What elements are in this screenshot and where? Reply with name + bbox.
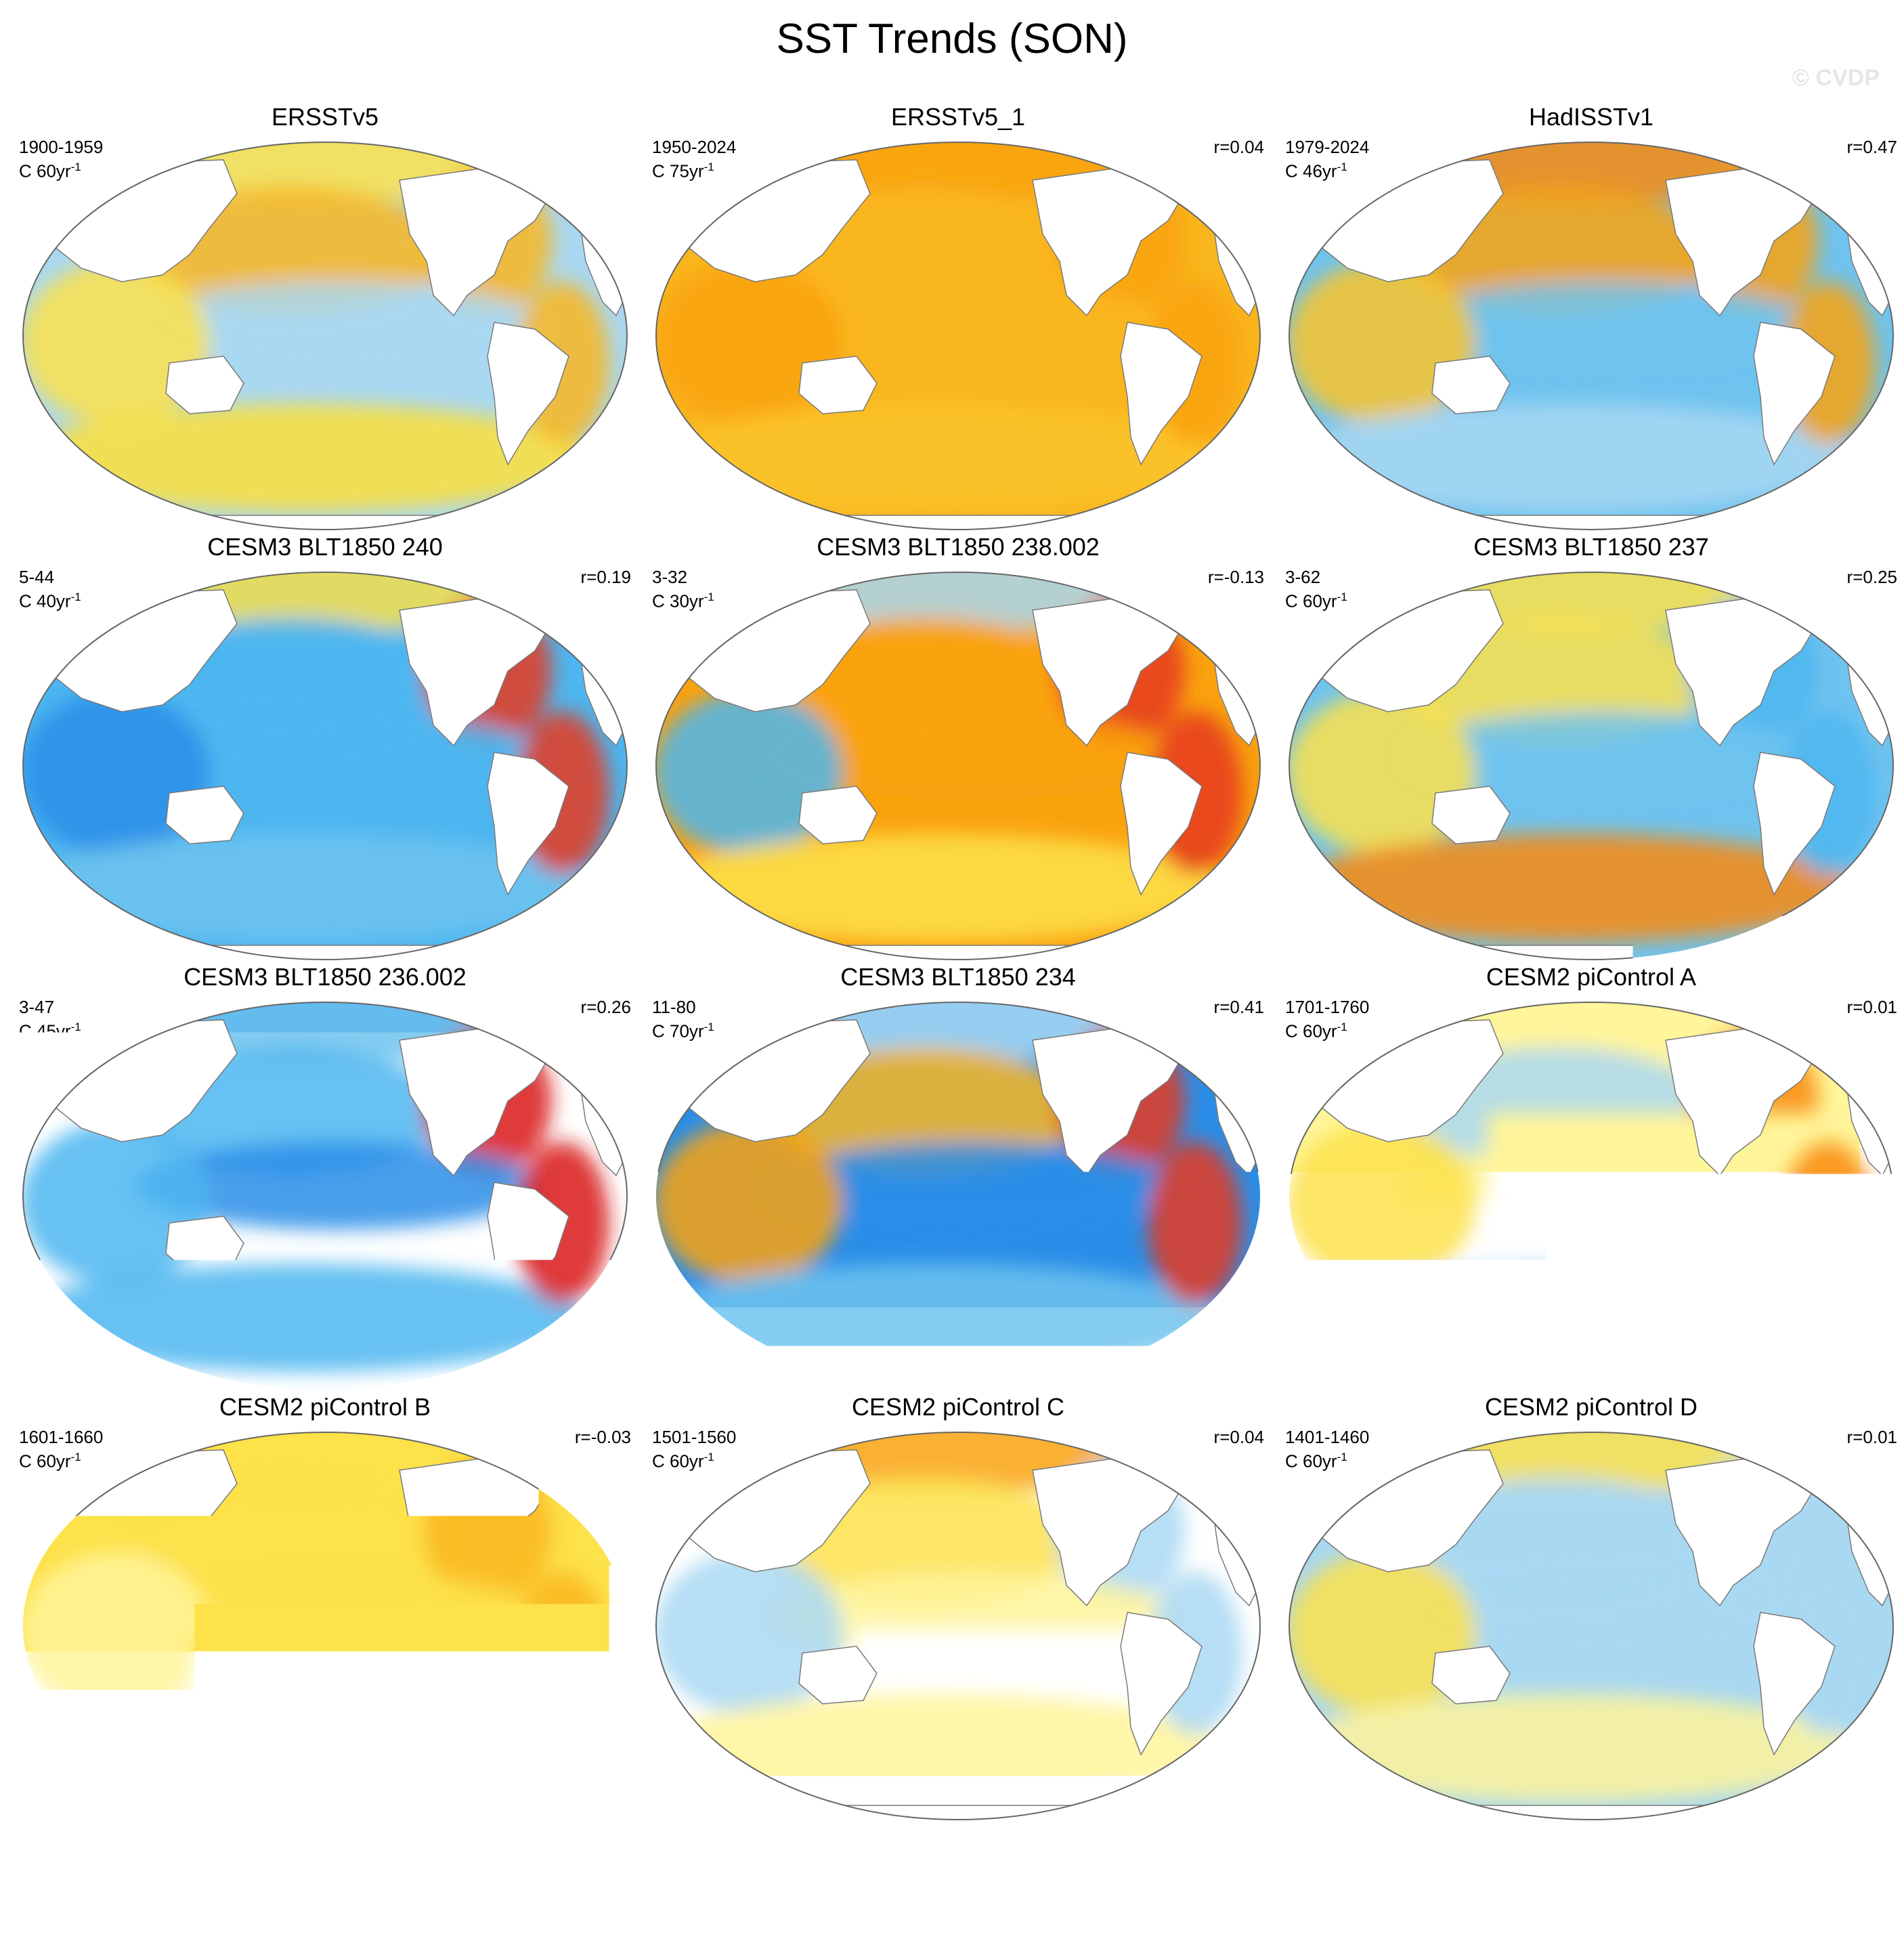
colorbar-swatch [887, 1864, 953, 1896]
sst-trend-map [1286, 140, 1896, 532]
colorbar-swatch [1215, 1864, 1281, 1896]
colorbar-swatch [1412, 1864, 1478, 1896]
colorbar-swatch [1281, 1864, 1347, 1896]
sst-trend-map [1286, 1000, 1896, 1392]
colorbar [296, 1864, 1609, 1896]
panel-title: CESM2 piControl D [1273, 1393, 1904, 1421]
figure-title: SST Trends (SON) [0, 15, 1904, 63]
colorbar-swatch [1347, 1864, 1412, 1896]
sst-trend-map [653, 140, 1263, 532]
colorbar-swatch [1150, 1864, 1215, 1896]
sst-trend-map [20, 140, 630, 532]
panel-title: CESM3 BLT1850 236.002 [7, 963, 643, 991]
panel-title: ERSSTv5 [7, 103, 643, 131]
map-panel: CESM3 BLT1850 234 11-80 C 70yr-1 r=0.41 [640, 963, 1276, 1396]
map-panel: CESM2 piControl C 1501-1560 C 60yr-1 r=0.04 [640, 1393, 1276, 1826]
panel-title: CESM2 piControl C [640, 1393, 1276, 1421]
colorbar-label: -0.5 [781, 1898, 862, 1934]
colorbar-swatch [1478, 1864, 1544, 1896]
panel-title: HadISSTv1 [1273, 103, 1904, 131]
colorbar-label: 0 [912, 1898, 993, 1934]
panel-title: CESM2 piControl A [1273, 963, 1904, 991]
map-panel: CESM2 piControl B 1601-1660 C 60yr-1 r=-0.0… [7, 1393, 643, 1826]
colorbar-swatch [1018, 1864, 1084, 1896]
colorbar-swatch [362, 1864, 427, 1896]
colorbar-label: 0.5 [1043, 1898, 1125, 1934]
watermark: © CVDP [1792, 65, 1880, 91]
panel-title: CESM3 BLT1850 238.002 [640, 533, 1276, 561]
map-panel: CESM3 BLT1850 238.002 3-32 C 30yr-1 r=-0.13 [640, 533, 1276, 966]
colorbar-swatch [1084, 1864, 1150, 1896]
panel-title: CESM3 BLT1850 240 [7, 533, 643, 561]
panel-title: CESM3 BLT1850 237 [1273, 533, 1904, 561]
colorbar-swatch [821, 1864, 887, 1896]
colorbar-swatch [493, 1864, 559, 1896]
colorbar-label: 4 [1306, 1898, 1387, 1934]
colorbar-swatch [756, 1864, 821, 1896]
sst-trend-map [1286, 1430, 1896, 1822]
colorbar-swatch [1544, 1864, 1609, 1896]
sst-trend-map [20, 1000, 630, 1392]
colorbar-swatch [690, 1864, 756, 1896]
colorbar-swatch [296, 1864, 362, 1896]
sst-trend-map [1286, 570, 1896, 962]
map-panel: CESM3 BLT1850 240 5-44 C 40yr-1 r=0.19 [7, 533, 643, 966]
colorbar-label: -4 [518, 1898, 599, 1934]
colorbar-label: -6 [387, 1898, 468, 1934]
colorbar-swatch [559, 1864, 624, 1896]
panel-title: CESM3 BLT1850 234 [640, 963, 1276, 991]
colorbar-swatch [953, 1864, 1018, 1896]
sst-trend-map [20, 1430, 630, 1822]
map-panel: CESM2 piControl A 1701-1760 C 60yr-1 r=0.01 [1273, 963, 1904, 1396]
map-panel: ERSSTv5 1900-1959 C 60yr-1 [7, 103, 643, 536]
colorbar-swatch [624, 1864, 690, 1896]
map-panel: CESM3 BLT1850 237 3-62 C 60yr-1 r=0.25 [1273, 533, 1904, 966]
panel-title: ERSSTv5_1 [640, 103, 1276, 131]
colorbar-label: -2 [649, 1898, 731, 1934]
sst-trend-map [653, 1000, 1263, 1392]
colorbar-swatch [427, 1864, 493, 1896]
sst-trend-map [653, 1430, 1263, 1822]
panel-title: CESM2 piControl B [7, 1393, 643, 1421]
colorbar-label: 6 [1437, 1898, 1519, 1934]
map-panel: CESM3 BLT1850 236.002 3-47 C 45yr-1 r=0.26 [7, 963, 643, 1396]
map-panel: HadISSTv1 1979-2024 C 46yr-1 r=0.47 [1273, 103, 1904, 536]
map-panel: CESM2 piControl D 1401-1460 C 60yr-1 r=0.01 [1273, 1393, 1904, 1826]
map-panel: ERSSTv5_1 1950-2024 C 75yr-1 r=0.04 [640, 103, 1276, 536]
colorbar-label: 2 [1175, 1898, 1256, 1934]
sst-trend-map [653, 570, 1263, 962]
sst-trend-map [20, 570, 630, 962]
